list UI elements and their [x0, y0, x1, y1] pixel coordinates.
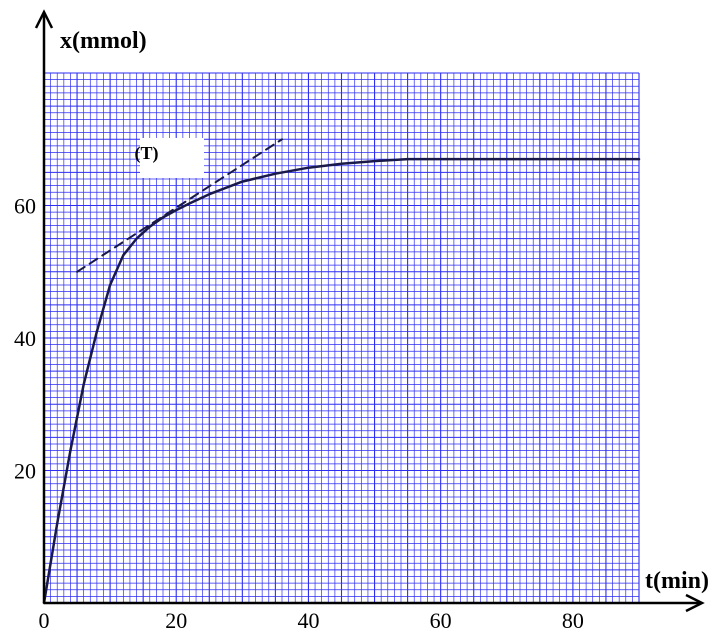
- axes: [34, 9, 705, 613]
- x-tick-label: 40: [297, 608, 319, 631]
- x-tick-label: 20: [165, 608, 187, 631]
- annotation-background: [140, 138, 204, 178]
- data-curve: [42, 157, 641, 605]
- y-axis-arrow: [34, 9, 54, 29]
- x-axis-arrow: [685, 593, 705, 613]
- y-tick-label: 60: [14, 194, 36, 219]
- tangent-line: [76, 138, 283, 273]
- x-axis-label: t(min): [645, 568, 709, 594]
- y-axis-label: x(mmol): [60, 28, 147, 54]
- tick-labels: 0 20 40 60 80 20 40 60: [14, 194, 584, 631]
- x-tick-label: 80: [562, 608, 584, 631]
- y-tick-label: 40: [14, 326, 36, 351]
- annotation-label: (T): [134, 143, 158, 164]
- y-tick-label: 20: [14, 459, 36, 484]
- x-tick-label: 60: [430, 608, 452, 631]
- series-layer: [42, 138, 641, 605]
- x-tick-label: 0: [39, 608, 50, 631]
- grid: [43, 72, 640, 604]
